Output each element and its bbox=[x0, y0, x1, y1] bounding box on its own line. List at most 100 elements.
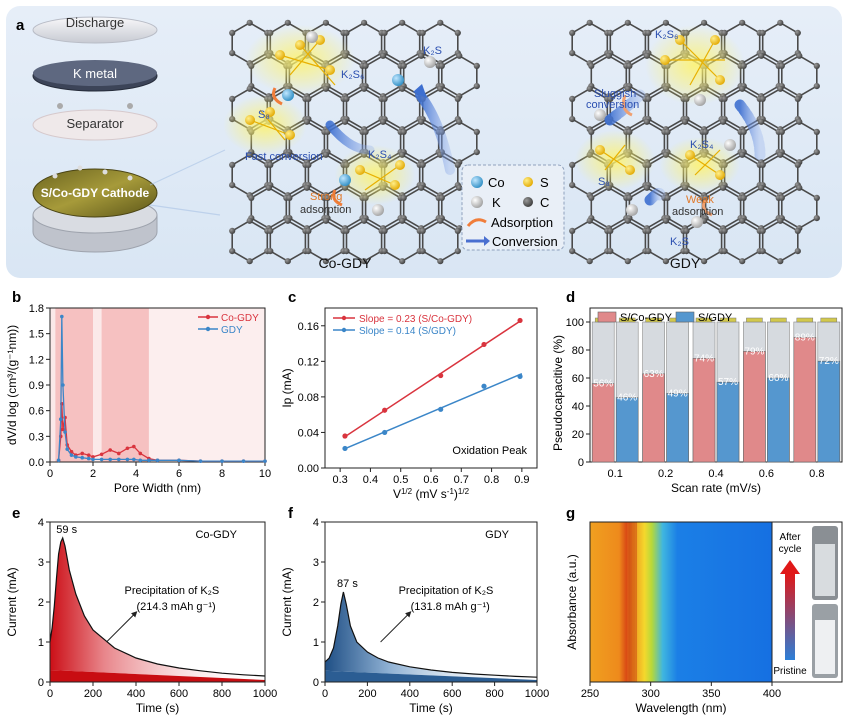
co-gdy-reaction-overlay: K₂S₆ K₂S S₈ Fast conversion K₂S₄ Strong … bbox=[223, 25, 455, 216]
data-point-GDY bbox=[56, 458, 61, 463]
peak-time-label: 59 s bbox=[56, 524, 77, 536]
pristine-label: Pristine bbox=[773, 666, 807, 677]
bar-pseudo-1 bbox=[666, 393, 689, 463]
carbon-atom bbox=[683, 248, 690, 255]
carbon-atom bbox=[588, 128, 595, 135]
carbon-atom bbox=[473, 149, 480, 156]
carbon-atom bbox=[739, 217, 746, 224]
data-point-0 bbox=[517, 317, 523, 324]
data-point-GDY bbox=[86, 456, 91, 461]
data-point-GDY bbox=[198, 459, 203, 463]
carbon-atom bbox=[794, 227, 801, 234]
carbon-atom bbox=[380, 118, 387, 125]
x-axis-label: Time (s) bbox=[409, 701, 453, 715]
co-gdy-fast-conversion-label: Fast conversion bbox=[245, 151, 323, 163]
carbon-atom bbox=[586, 19, 593, 26]
carbon-atom bbox=[778, 62, 785, 69]
y-tick-label: 3 bbox=[313, 557, 319, 569]
x-tick-label: 1000 bbox=[525, 688, 549, 700]
bar-cap-0 bbox=[645, 317, 662, 323]
carbon-atom bbox=[758, 118, 765, 125]
legend-label-1: S/GDY bbox=[698, 312, 733, 324]
carbon-atom bbox=[586, 85, 593, 92]
carbon-atom bbox=[702, 194, 709, 201]
bar-cap-0 bbox=[746, 317, 763, 323]
vial-pristine-content bbox=[815, 620, 835, 674]
sample-label: Co-GDY bbox=[195, 529, 237, 541]
data-point-GDY bbox=[147, 458, 151, 463]
current-curve bbox=[49, 536, 266, 677]
carbon-atom bbox=[569, 161, 576, 168]
carbon-atom bbox=[229, 248, 236, 255]
x-tick-label: 350 bbox=[702, 688, 720, 700]
data-point-GDY bbox=[99, 457, 104, 462]
gdy-weak-label: Weak bbox=[686, 194, 714, 206]
x-axis-label: V1/2 (mV s-1)1/2 bbox=[393, 487, 470, 502]
outer-region bbox=[148, 308, 265, 462]
carbon-atom bbox=[305, 95, 312, 102]
s-atom-icon bbox=[523, 177, 533, 187]
lattice-ring bbox=[269, 219, 307, 263]
carbon-atom bbox=[454, 161, 461, 168]
carbon-atom bbox=[381, 95, 388, 102]
legend-swatch-1 bbox=[675, 311, 695, 323]
carbon-atom bbox=[246, 85, 253, 92]
y-tick-label: 0.6 bbox=[29, 406, 44, 418]
carbon-atom bbox=[720, 118, 727, 125]
gdy-current-chart: 0 200 400 600 800 1000 0 1 2 3 4 Time (s) Current (m… bbox=[280, 517, 549, 715]
bar-cap-1 bbox=[770, 317, 787, 323]
lattice-ring bbox=[383, 219, 421, 263]
carbon-atom bbox=[569, 50, 576, 57]
bar-pseudo-1 bbox=[615, 397, 639, 463]
ip-vs-scanrate-chart: 0.3 0.4 0.5 0.6 0.7 0.8 0.9 0.00 0.04 0.08 0.12 0.1… bbox=[280, 307, 538, 502]
bar-pseudo-0 bbox=[793, 337, 817, 463]
data-point-Co-GDY bbox=[86, 453, 91, 457]
y-tick-label: 4 bbox=[38, 517, 44, 529]
y-tick-label: 0.0 bbox=[29, 457, 44, 469]
x-tick-label: 400 bbox=[763, 688, 781, 700]
annotation-line-1: Precipitation of K₂S bbox=[125, 585, 220, 597]
carbon-atom bbox=[796, 118, 803, 125]
carbon-atom bbox=[362, 128, 369, 135]
area-fill bbox=[50, 538, 265, 680]
data-point-1 bbox=[382, 429, 388, 436]
carbon-atom bbox=[286, 194, 293, 201]
data-point-Co-GDY bbox=[61, 427, 65, 432]
bar-cap-1 bbox=[719, 317, 737, 323]
co-gdy-strong-label: Strong bbox=[310, 191, 342, 203]
after-label: After bbox=[779, 532, 801, 543]
carbon-atom bbox=[322, 151, 329, 158]
data-point-1 bbox=[481, 383, 487, 389]
panel-label-d: d bbox=[566, 289, 575, 306]
carbon-atom bbox=[569, 182, 576, 189]
carbon-atom bbox=[645, 227, 652, 234]
carbon-atom bbox=[777, 19, 784, 26]
x-tick-label: 1000 bbox=[253, 688, 277, 700]
lattice-ring bbox=[590, 186, 628, 230]
carbon-atom bbox=[740, 128, 747, 135]
carbon-atom bbox=[419, 248, 426, 255]
x-axis-label: Scan rate (mV/s) bbox=[671, 481, 761, 495]
carbon-atom bbox=[246, 217, 253, 224]
carbon-atom bbox=[229, 95, 236, 102]
bar-cap-1 bbox=[618, 317, 636, 323]
data-point-1 bbox=[342, 445, 348, 452]
data-point-GDY bbox=[177, 458, 181, 463]
carbon-atom bbox=[267, 227, 274, 234]
y-tick-label: 1.2 bbox=[29, 354, 44, 366]
y-tick-label: 0 bbox=[38, 677, 44, 689]
carbon-atom bbox=[438, 194, 445, 201]
y-tick-label: 40 bbox=[572, 401, 584, 413]
carbon-atom bbox=[322, 258, 329, 265]
x-axis-label: Pore Width (nm) bbox=[114, 481, 201, 495]
lattice-ring bbox=[571, 219, 609, 263]
carbon-atom bbox=[305, 227, 312, 234]
carbon-atom bbox=[624, 217, 631, 224]
vial-after-content bbox=[815, 544, 835, 596]
co-gdy-k2s6-label: K₂S₆ bbox=[341, 69, 364, 81]
y-tick-label: 2 bbox=[38, 597, 44, 609]
co-gdy-adsorption-label: adsorption bbox=[300, 204, 351, 216]
co-atom-icon bbox=[471, 176, 483, 188]
carbon-atom bbox=[322, 19, 329, 26]
carbon-atom bbox=[739, 258, 746, 265]
